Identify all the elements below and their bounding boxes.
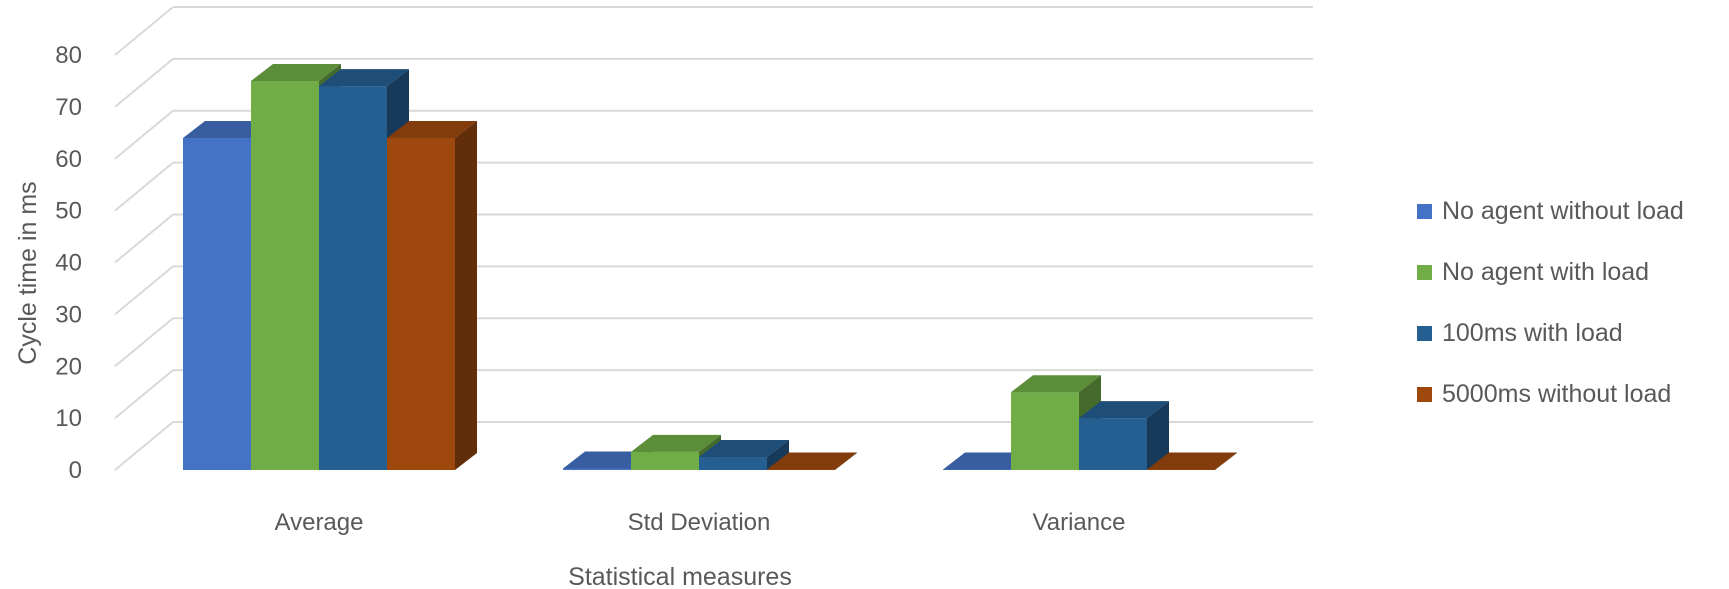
legend-label: 5000ms without load xyxy=(1442,380,1671,408)
y-tick-label: 0 xyxy=(69,457,82,484)
y-axis-title: Cycle time in ms xyxy=(14,181,42,364)
y-tick-label: 30 xyxy=(55,301,82,328)
legend-entry: 5000ms without load xyxy=(1417,380,1671,408)
gridline xyxy=(114,6,1313,56)
bar xyxy=(387,121,477,470)
legend: No agent without load No agent with load 1… xyxy=(1417,197,1684,408)
bars xyxy=(183,63,1237,470)
legend-label: No agent without load xyxy=(1442,197,1684,225)
bar xyxy=(1147,452,1237,470)
legend-entry: No agent without load xyxy=(1417,197,1684,225)
x-tick-label: Average xyxy=(275,509,364,536)
y-axis-ticks: 0 10 20 30 40 50 60 70 80 xyxy=(55,42,82,484)
legend-swatch xyxy=(1417,204,1432,219)
legend-label: 100ms with load xyxy=(1442,319,1623,347)
y-tick-label: 10 xyxy=(55,405,82,432)
y-tick-label: 70 xyxy=(55,94,82,121)
gridline xyxy=(114,57,1313,108)
bar xyxy=(699,440,789,470)
y-tick-label: 50 xyxy=(55,198,82,225)
x-tick-label: Variance xyxy=(1033,509,1126,536)
legend-label: No agent with load xyxy=(1442,258,1649,286)
legend-swatch xyxy=(1417,265,1432,280)
x-axis-ticks: Average Std Deviation Variance xyxy=(275,509,1126,536)
legend-entry: No agent with load xyxy=(1417,258,1649,286)
x-axis-title: Statistical measures xyxy=(568,563,792,589)
bar xyxy=(1079,401,1169,470)
x-tick-label: Std Deviation xyxy=(628,509,771,536)
legend-swatch xyxy=(1417,387,1432,402)
legend-swatch xyxy=(1417,326,1432,341)
legend-entry: 100ms with load xyxy=(1417,319,1623,347)
y-tick-label: 80 xyxy=(55,42,82,69)
y-tick-label: 60 xyxy=(55,146,82,173)
y-tick-label: 40 xyxy=(55,250,82,277)
y-tick-label: 20 xyxy=(55,353,82,380)
bar xyxy=(767,452,857,470)
